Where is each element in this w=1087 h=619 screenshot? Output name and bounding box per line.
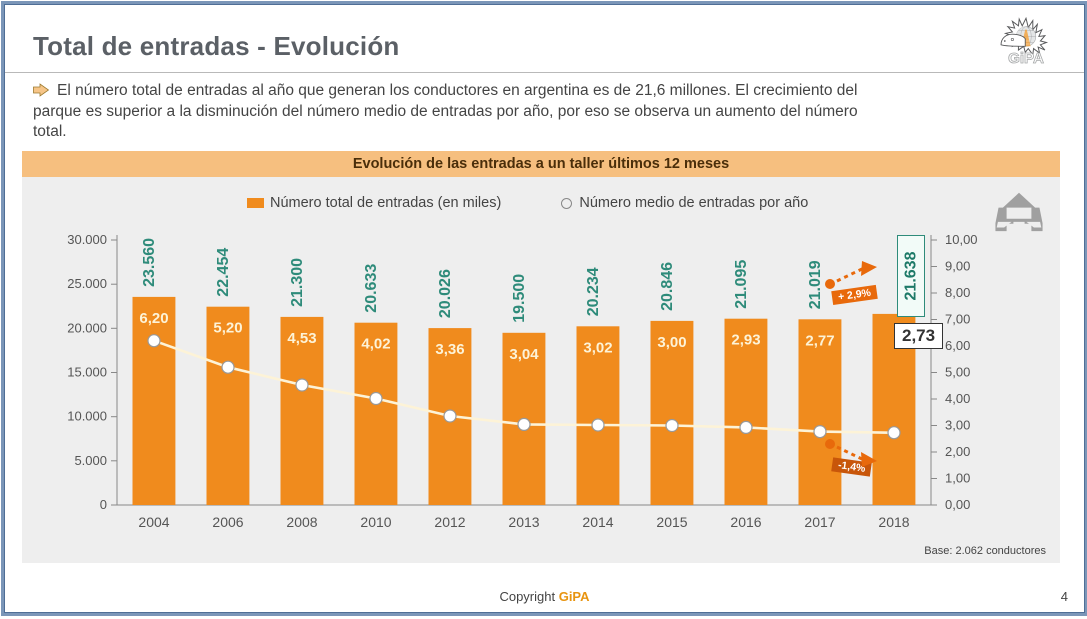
svg-text:30.000: 30.000 [67, 232, 107, 247]
svg-text:5,00: 5,00 [945, 365, 970, 380]
svg-text:21.095: 21.095 [733, 260, 750, 309]
svg-text:3,00: 3,00 [945, 418, 970, 433]
svg-text:5,20: 5,20 [213, 320, 242, 337]
svg-text:5.000: 5.000 [74, 453, 107, 468]
svg-text:23.560: 23.560 [141, 238, 158, 287]
svg-text:2015: 2015 [656, 514, 687, 530]
svg-text:1,00: 1,00 [945, 471, 970, 486]
svg-text:19.500: 19.500 [511, 274, 528, 323]
svg-text:21.300: 21.300 [289, 258, 306, 307]
svg-text:20.234: 20.234 [585, 267, 602, 316]
svg-text:3,02: 3,02 [583, 339, 612, 356]
svg-text:2017: 2017 [804, 514, 835, 530]
svg-text:4,02: 4,02 [361, 336, 390, 353]
svg-text:2008: 2008 [286, 514, 317, 530]
svg-text:3,00: 3,00 [657, 334, 686, 351]
svg-text:2006: 2006 [212, 514, 243, 530]
svg-text:20.846: 20.846 [659, 262, 676, 311]
svg-text:2013: 2013 [508, 514, 539, 530]
svg-text:20.026: 20.026 [437, 269, 454, 318]
svg-text:6,20: 6,20 [139, 310, 168, 327]
svg-text:2018: 2018 [878, 514, 909, 530]
svg-text:20.000: 20.000 [67, 320, 107, 335]
svg-text:3,36: 3,36 [435, 341, 464, 358]
svg-text:2010: 2010 [360, 514, 391, 530]
svg-text:4,53: 4,53 [287, 330, 316, 347]
svg-text:15.000: 15.000 [67, 365, 107, 380]
svg-text:3,04: 3,04 [509, 346, 539, 363]
svg-text:0: 0 [100, 497, 107, 512]
svg-text:25.000: 25.000 [67, 276, 107, 291]
svg-text:6,00: 6,00 [945, 338, 970, 353]
svg-text:8,00: 8,00 [945, 285, 970, 300]
svg-text:20.633: 20.633 [363, 264, 380, 313]
svg-text:2014: 2014 [582, 514, 613, 530]
svg-text:2,93: 2,93 [731, 332, 760, 349]
svg-text:22.454: 22.454 [215, 248, 232, 297]
svg-text:10,00: 10,00 [945, 232, 978, 247]
svg-text:2004: 2004 [138, 514, 169, 530]
svg-text:0,00: 0,00 [945, 497, 970, 512]
svg-text:2012: 2012 [434, 514, 465, 530]
svg-text:2,77: 2,77 [805, 332, 834, 349]
svg-text:9,00: 9,00 [945, 259, 970, 274]
svg-text:4,00: 4,00 [945, 391, 970, 406]
svg-text:2,00: 2,00 [945, 444, 970, 459]
svg-text:10.000: 10.000 [67, 409, 107, 424]
svg-text:GiPA: GiPA [1008, 50, 1044, 67]
svg-text:7,00: 7,00 [945, 312, 970, 327]
svg-text:2016: 2016 [730, 514, 761, 530]
